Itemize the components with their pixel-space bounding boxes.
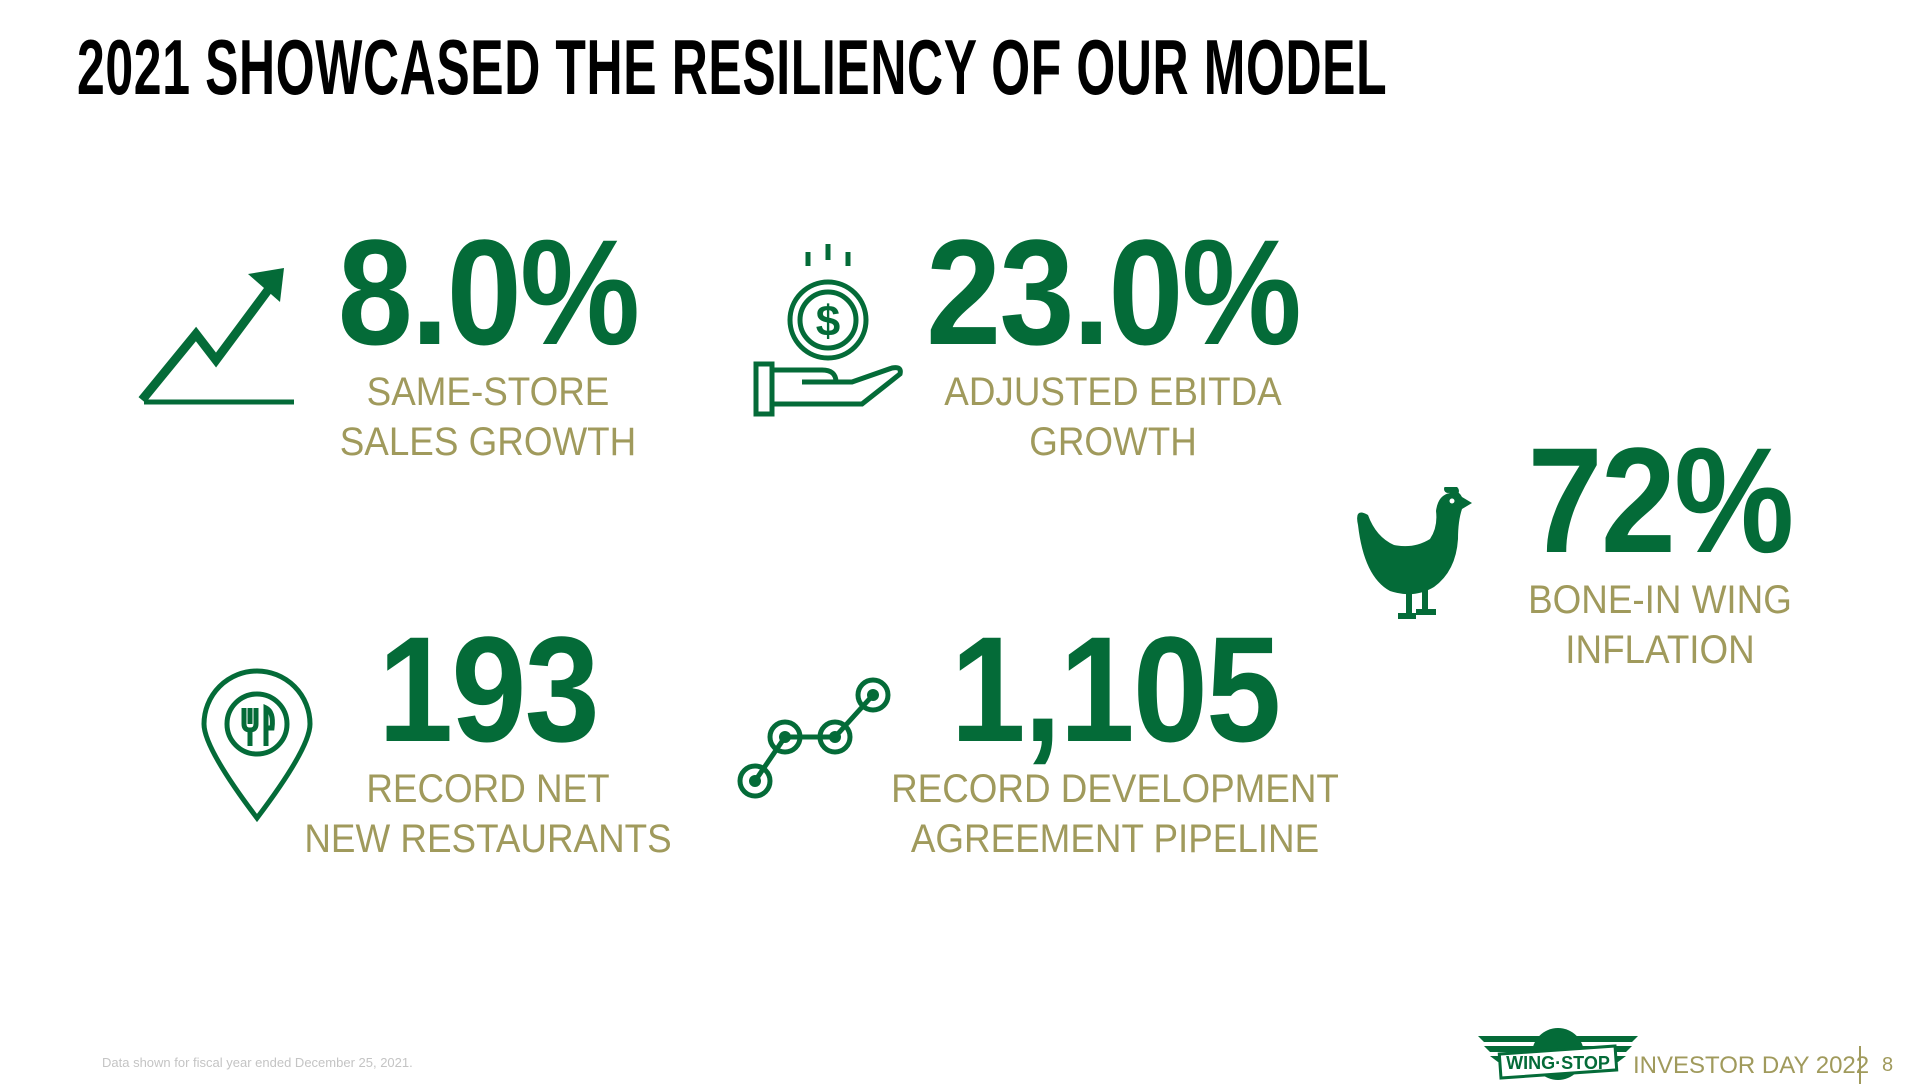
stat-label-line2: NEW RESTAURANTS [304,817,672,861]
stat-label-line2: AGREEMENT PIPELINE [910,817,1320,861]
stat-label-line1: BONE-IN WING [1528,578,1792,622]
stat-value: 1,105 [950,605,1282,773]
stat-value: 23.0% [926,208,1302,376]
stat-label-line1: SAME-STORE [366,370,610,414]
footnote: Data shown for fiscal year ended Decembe… [102,1055,413,1070]
stat-value: 8.0% [337,208,640,376]
stat-label-line1: ADJUSTED EBITDA [944,370,1282,414]
restaurant-location-pin-icon [201,668,313,822]
event-name: INVESTOR DAY 2022 [1633,1052,1870,1079]
svg-text:WING·STOP: WING·STOP [1506,1053,1610,1073]
hand-dollar-coin-icon: $ [753,244,903,417]
footer-divider [1859,1046,1861,1084]
stat-bone-in-wing-inflation: 72% BONE-IN WING INFLATION [1360,425,1920,675]
page-title: 2021 SHOWCASED THE RESILIENCY OF OUR MOD… [77,23,1388,111]
stat-label-line2: GROWTH [1029,420,1197,464]
trending-up-chart-icon [138,268,294,405]
stat-value: 193 [378,605,600,773]
stat-adjusted-ebitda: 23.0% ADJUSTED EBITDA GROWTH [813,217,1413,467]
stat-label-line2: INFLATION [1565,628,1755,672]
stat-development-pipeline: 1,105 RECORD DEVELOPMENT AGREEMENT PIPEL… [815,614,1415,864]
stat-label-line1: RECORD NET [366,767,610,811]
chicken-icon [1357,487,1472,619]
wingstop-logo: WING·STOP [1478,1028,1638,1080]
svg-text:$: $ [816,297,840,346]
connected-nodes-icon [737,677,891,799]
stat-label-line1: RECORD DEVELOPMENT [891,767,1339,811]
stat-same-store-sales: 8.0% SAME-STORE SALES GROWTH [188,217,788,467]
stat-label-line2: SALES GROWTH [339,420,637,464]
stat-net-new-restaurants: 193 RECORD NET NEW RESTAURANTS [188,614,788,864]
stat-value: 72% [1527,416,1795,584]
page-number: 8 [1882,1054,1894,1076]
